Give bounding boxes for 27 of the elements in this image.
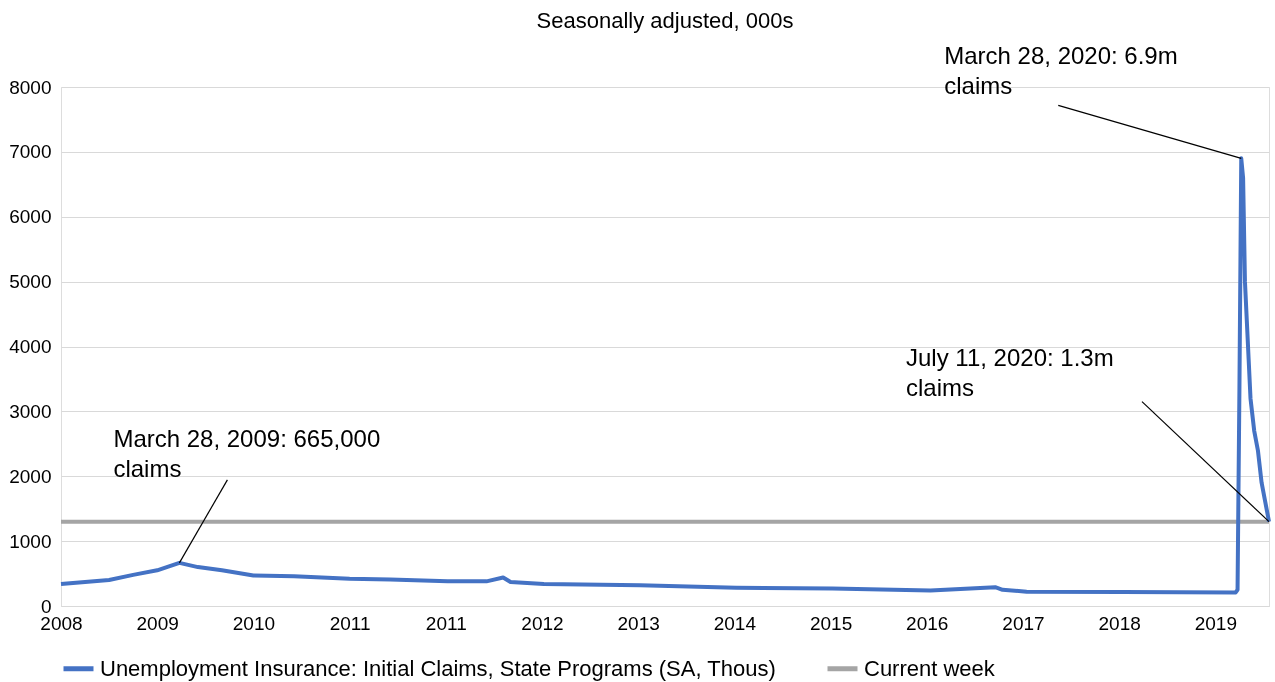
x-tick-label: 2019: [1194, 612, 1237, 634]
y-tick-label: 2000: [9, 465, 52, 487]
y-tick-label: 4000: [9, 336, 52, 357]
chart-subtitle: Seasonally adjusted, 000s: [536, 8, 794, 34]
x-tick-label: 2011: [329, 612, 371, 634]
line-series: [59, 156, 1271, 595]
x-tick-label: 2016: [906, 612, 949, 634]
annotation: July 11, 2020: 1.3m claims: [906, 343, 1114, 401]
legend-label: Current week: [864, 655, 996, 681]
legend-label: Unemployment Insurance: Initial Claims, State Programs (SA, Thous): [100, 655, 776, 681]
x-tick-label: 2014: [713, 612, 757, 634]
x-tick-label: 2012: [521, 612, 564, 634]
y-tick-label: 6000: [9, 206, 52, 228]
y-tick-label: 8000: [9, 76, 52, 98]
x-tick-label: 2013: [617, 612, 660, 634]
y-tick-label: 7000: [9, 141, 52, 163]
x-tick-label: 2018: [1098, 612, 1141, 634]
x-tick-label: 2011: [425, 612, 467, 634]
x-tick-label: 2009: [136, 612, 179, 634]
y-tick-label: 3000: [9, 400, 52, 422]
x-tick-label: 2017: [1002, 612, 1045, 634]
x-tick-label: 2010: [232, 612, 276, 634]
x-tick-label: 2015: [809, 612, 853, 634]
y-tick-label: 5000: [9, 271, 52, 293]
annotation: March 28, 2020: 6.9m claims: [944, 42, 1178, 100]
annotation: March 28, 2009: 665,000 claims: [113, 424, 381, 482]
y-tick-label: 1000: [9, 530, 52, 552]
